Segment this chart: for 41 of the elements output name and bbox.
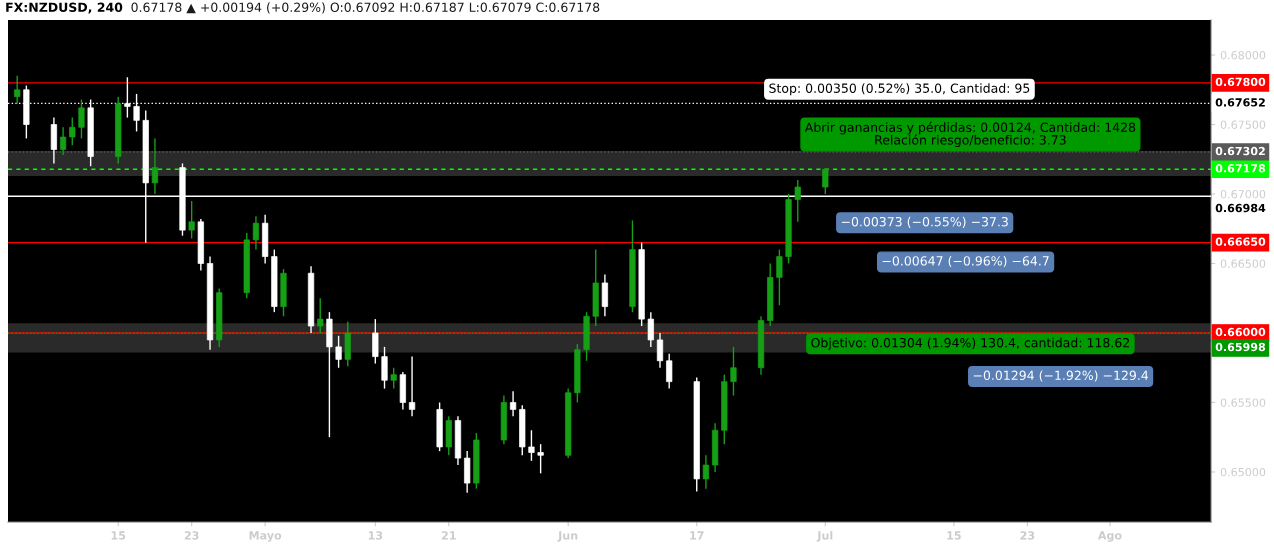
candlestick	[509, 390, 517, 418]
candlestick	[776, 248, 783, 306]
candlestick	[656, 332, 664, 369]
annotation: −0.01294 (−1.92%) −129.4	[973, 370, 1149, 382]
chart-title: FX:NZDUSD, 240	[6, 2, 123, 14]
candlestick	[390, 367, 397, 390]
candlestick	[14, 75, 21, 105]
ref-line-label: 0.66650	[1215, 237, 1266, 246]
candlestick	[666, 353, 673, 390]
ref-line-label: 0.67178	[1215, 164, 1266, 173]
candlestick	[702, 454, 710, 490]
candlestick	[78, 98, 85, 140]
annotation: −0.00373 (−0.55%) −37.3	[841, 216, 1008, 228]
candlestick	[151, 137, 159, 195]
chart-subtitle: 0.67178 ▲ +0.00194 (+0.29%) O:0.67092 H:0.67187 L:0.67079 C:0.67178	[131, 2, 600, 14]
ref-line-label: 0.66000	[1215, 327, 1266, 337]
candlestick	[794, 179, 801, 223]
candlestick	[730, 346, 737, 397]
ref-line-label: 0.67302	[1215, 146, 1265, 156]
ref-line-label: 0.65998	[1215, 342, 1266, 352]
candlestick	[59, 126, 67, 156]
candlestick	[69, 116, 76, 147]
candlestick	[537, 443, 544, 475]
candlestick	[381, 346, 388, 390]
candlestick	[528, 429, 535, 462]
candlestick	[372, 318, 379, 365]
annotation: Abrir ganancias y pérdidas: 0.00124, Cantidad: 1428 Relación riesgo/beneficio: 3.73	[804, 121, 1136, 148]
candlestick	[317, 297, 324, 334]
candlestick	[408, 355, 416, 418]
candlestick	[335, 335, 342, 369]
candlestick	[601, 273, 609, 318]
annotation: Stop: 0.00350 (0.52%) 35.0, Cantidad: 95	[769, 83, 1030, 96]
ref-line-label: 0.67800	[1215, 77, 1266, 87]
ref-line-label: 0.67652	[1215, 98, 1265, 107]
ref-line-label: 0.66984	[1215, 203, 1266, 213]
candlestick	[822, 167, 829, 195]
candlestick	[252, 215, 260, 251]
candlestick	[188, 200, 195, 240]
candlestick	[647, 311, 654, 348]
annotation: Objetivo: 0.01304 (1.94%) 130.4, cantidad: 118.62	[811, 337, 1129, 350]
annotation: −0.00647 (−0.96%) −64.7	[882, 255, 1049, 268]
